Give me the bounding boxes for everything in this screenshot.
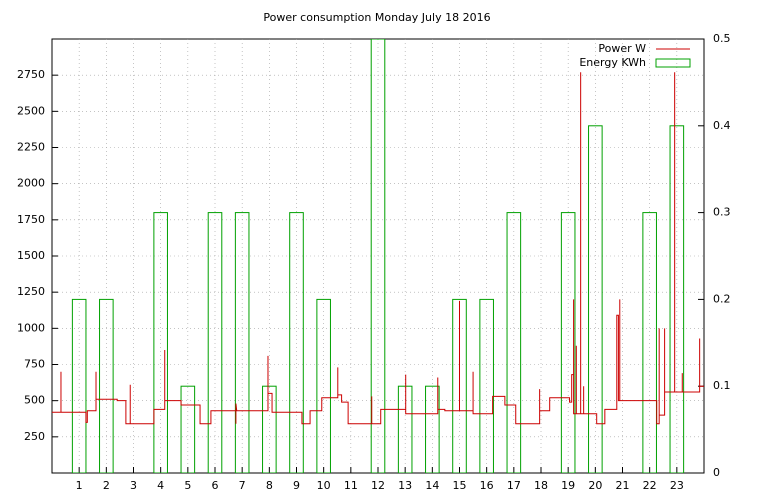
x-tick-label: 17: [507, 479, 521, 492]
legend-label: Energy KWh: [579, 56, 646, 69]
y-tick-label: 500: [24, 394, 45, 407]
x-tick-label: 15: [453, 479, 467, 492]
x-tick-label: 2: [103, 479, 110, 492]
y-tick-label: 750: [24, 358, 45, 371]
energy-box: [588, 125, 603, 473]
energy-box: [153, 212, 168, 473]
x-tick-label: 8: [266, 479, 273, 492]
y2-tick-label: 0.4: [713, 119, 731, 132]
x-tick-label: 20: [588, 479, 602, 492]
energy-box: [370, 39, 386, 473]
energy-box: [316, 298, 331, 473]
x-tick-label: 1: [76, 479, 83, 492]
y-tick-label: 2250: [17, 141, 45, 154]
x-tick-label: 9: [293, 479, 300, 492]
y2-tick-label: 0.3: [713, 206, 731, 219]
y-tick-label: 1500: [17, 249, 45, 262]
y-tick-label: 1000: [17, 321, 45, 334]
energy-box: [262, 385, 277, 473]
energy-box: [397, 385, 413, 473]
x-tick-label: 3: [130, 479, 137, 492]
energy-box: [452, 298, 467, 473]
x-tick-label: 22: [643, 479, 657, 492]
y-tick-label: 2750: [17, 68, 45, 81]
x-tick-label: 4: [157, 479, 164, 492]
plot-area: [52, 39, 704, 473]
x-tick-label: 19: [561, 479, 575, 492]
energy-box: [479, 298, 494, 473]
energy-box: [425, 385, 440, 473]
legend-label: Power W: [598, 42, 646, 55]
x-tick-label: 16: [480, 479, 494, 492]
x-tick-label: 21: [616, 479, 630, 492]
x-tick-label: 14: [425, 479, 439, 492]
y2-tick-label: 0.2: [713, 292, 731, 305]
x-tick-label: 7: [239, 479, 246, 492]
chart-title: Power consumption Monday July 18 2016: [263, 11, 490, 24]
power-line: [52, 72, 704, 425]
y2-tick-label: 0: [713, 466, 720, 479]
energy-box: [560, 212, 576, 473]
x-tick-label: 18: [534, 479, 548, 492]
y-tick-label: 1250: [17, 285, 45, 298]
x-tick-label: 12: [371, 479, 385, 492]
energy-box: [207, 212, 223, 473]
y-tick-label: 250: [24, 430, 45, 443]
energy-box: [506, 212, 522, 473]
y2-tick-label: 0.1: [713, 379, 731, 392]
x-tick-label: 13: [398, 479, 412, 492]
energy-box: [289, 212, 304, 473]
x-tick-label: 23: [670, 479, 684, 492]
energy-box: [669, 125, 685, 473]
y-tick-label: 2000: [17, 177, 45, 190]
x-tick-label: 10: [317, 479, 331, 492]
x-tick-label: 5: [184, 479, 191, 492]
energy-box: [99, 298, 114, 473]
legend-swatch: [655, 58, 691, 68]
energy-box: [234, 212, 250, 473]
y-tick-label: 2500: [17, 104, 45, 117]
x-tick-label: 6: [212, 479, 219, 492]
energy-box: [180, 385, 196, 473]
energy-box: [642, 212, 657, 473]
y-tick-label: 1750: [17, 213, 45, 226]
y2-tick-label: 0.5: [713, 32, 731, 45]
energy-box: [71, 298, 87, 473]
x-tick-label: 11: [344, 479, 358, 492]
